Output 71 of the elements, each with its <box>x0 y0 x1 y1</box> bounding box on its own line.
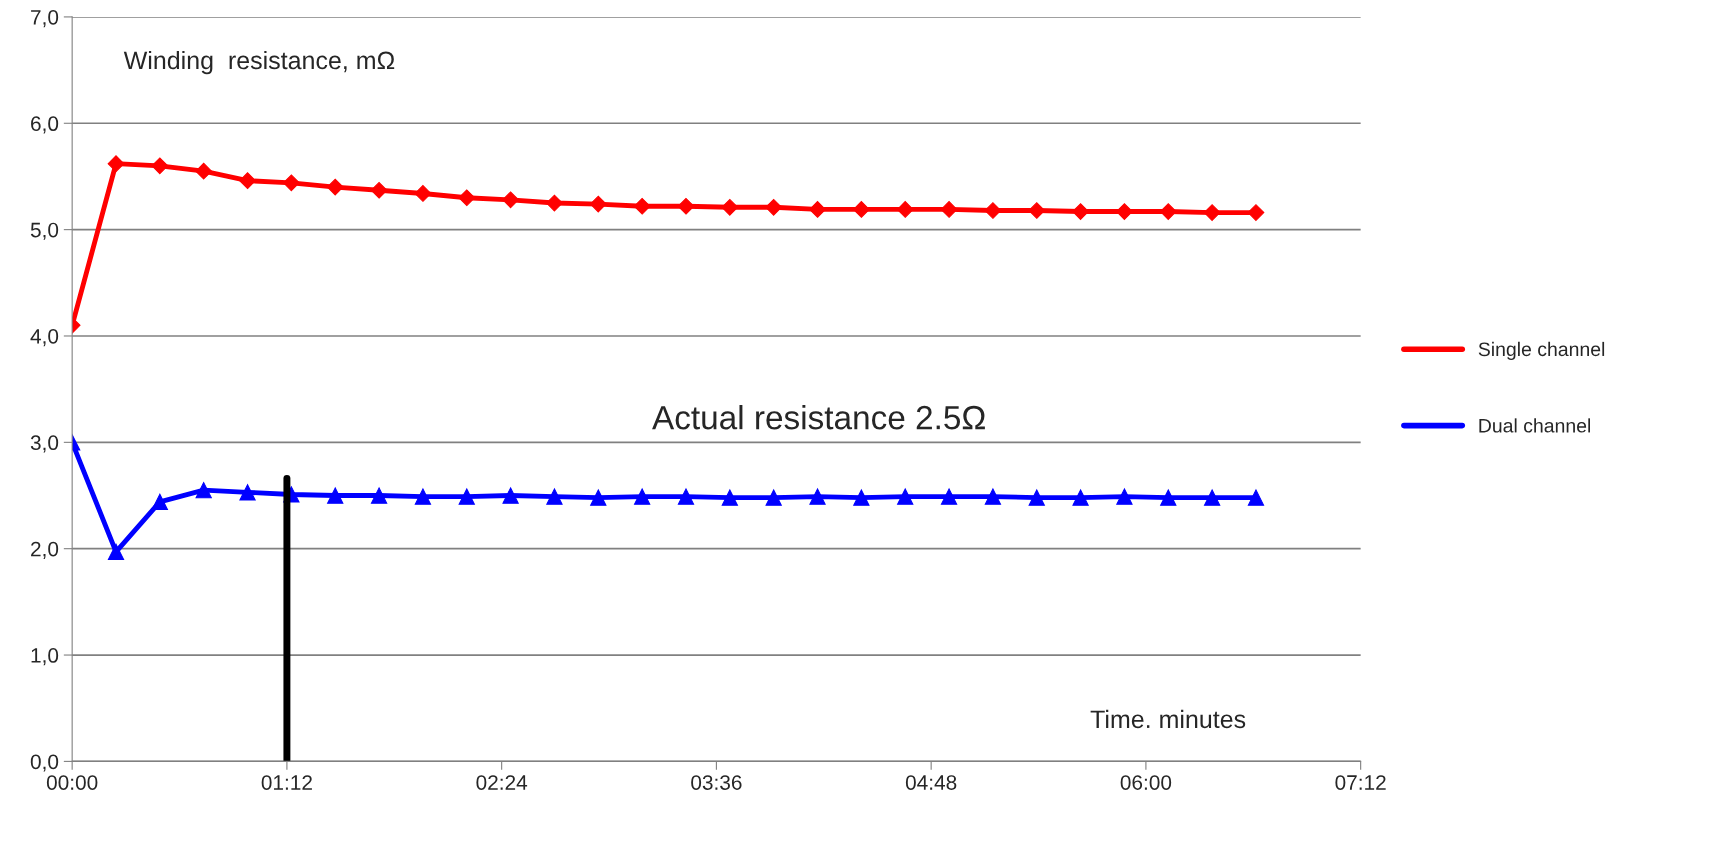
point <box>984 488 1002 505</box>
point <box>1247 489 1265 506</box>
point <box>370 181 388 199</box>
point <box>1203 204 1221 221</box>
point <box>414 185 432 202</box>
point <box>151 493 168 511</box>
point <box>765 489 782 506</box>
point <box>414 488 432 505</box>
y-tick-label: 3,0 <box>30 435 59 453</box>
point <box>239 484 256 501</box>
y-axis-title: Winding resistance, mΩ <box>123 50 395 75</box>
point <box>1028 489 1045 506</box>
y-tick-label: 6,0 <box>31 116 59 134</box>
point <box>721 198 739 216</box>
point <box>765 198 783 216</box>
y-tick-label: 0,0 <box>30 754 59 772</box>
point <box>458 488 475 505</box>
point <box>590 489 607 506</box>
point <box>327 487 344 504</box>
y-tick-label: 5,0 <box>30 222 59 240</box>
point <box>896 201 914 218</box>
point <box>940 201 958 218</box>
point <box>589 195 607 213</box>
point <box>853 489 870 506</box>
point <box>633 197 651 215</box>
point <box>852 201 870 218</box>
point <box>721 489 738 506</box>
point <box>1116 488 1133 505</box>
point <box>370 487 388 504</box>
point <box>546 194 563 212</box>
legend-label: Dual channel <box>1479 418 1591 433</box>
x-tick-label: 06:00 <box>1120 775 1172 790</box>
x-tick-label: 04:48 <box>905 775 957 790</box>
point <box>239 172 256 190</box>
point <box>633 488 651 505</box>
point <box>502 191 519 209</box>
x-tick-label: 02:24 <box>476 775 528 790</box>
legend-label: Single channel <box>1478 341 1605 360</box>
y-tick-label: 1,0 <box>31 648 59 666</box>
point <box>1160 489 1177 506</box>
point <box>107 543 125 561</box>
point <box>1116 203 1133 220</box>
point <box>546 488 563 505</box>
point <box>1028 202 1046 219</box>
point <box>502 487 519 504</box>
point <box>677 488 695 505</box>
point <box>1072 203 1089 220</box>
y-tick-label: 2,0 <box>31 541 59 559</box>
x-tick-label: 03:36 <box>691 775 742 790</box>
point <box>151 157 169 175</box>
x-tick-label: 01:12 <box>261 775 312 790</box>
point <box>940 488 958 505</box>
point <box>195 482 212 499</box>
annotation: Actual resistance 2.5Ω <box>652 404 985 430</box>
point <box>326 178 344 196</box>
point <box>897 488 914 505</box>
point <box>1203 489 1221 506</box>
x-tick-label: 00:00 <box>46 775 98 790</box>
point <box>195 162 213 180</box>
x-axis-title: Time. minutes <box>1090 709 1246 729</box>
point <box>809 201 826 218</box>
point <box>1072 489 1089 506</box>
x-tick-label: 07:12 <box>1335 775 1386 790</box>
point <box>1247 204 1265 221</box>
point <box>283 174 300 192</box>
point <box>809 488 826 505</box>
point <box>458 189 476 207</box>
point <box>107 155 125 173</box>
y-tick-label: 4,0 <box>30 328 59 347</box>
y-tick-label: 7,0 <box>31 9 59 28</box>
point <box>677 197 695 215</box>
